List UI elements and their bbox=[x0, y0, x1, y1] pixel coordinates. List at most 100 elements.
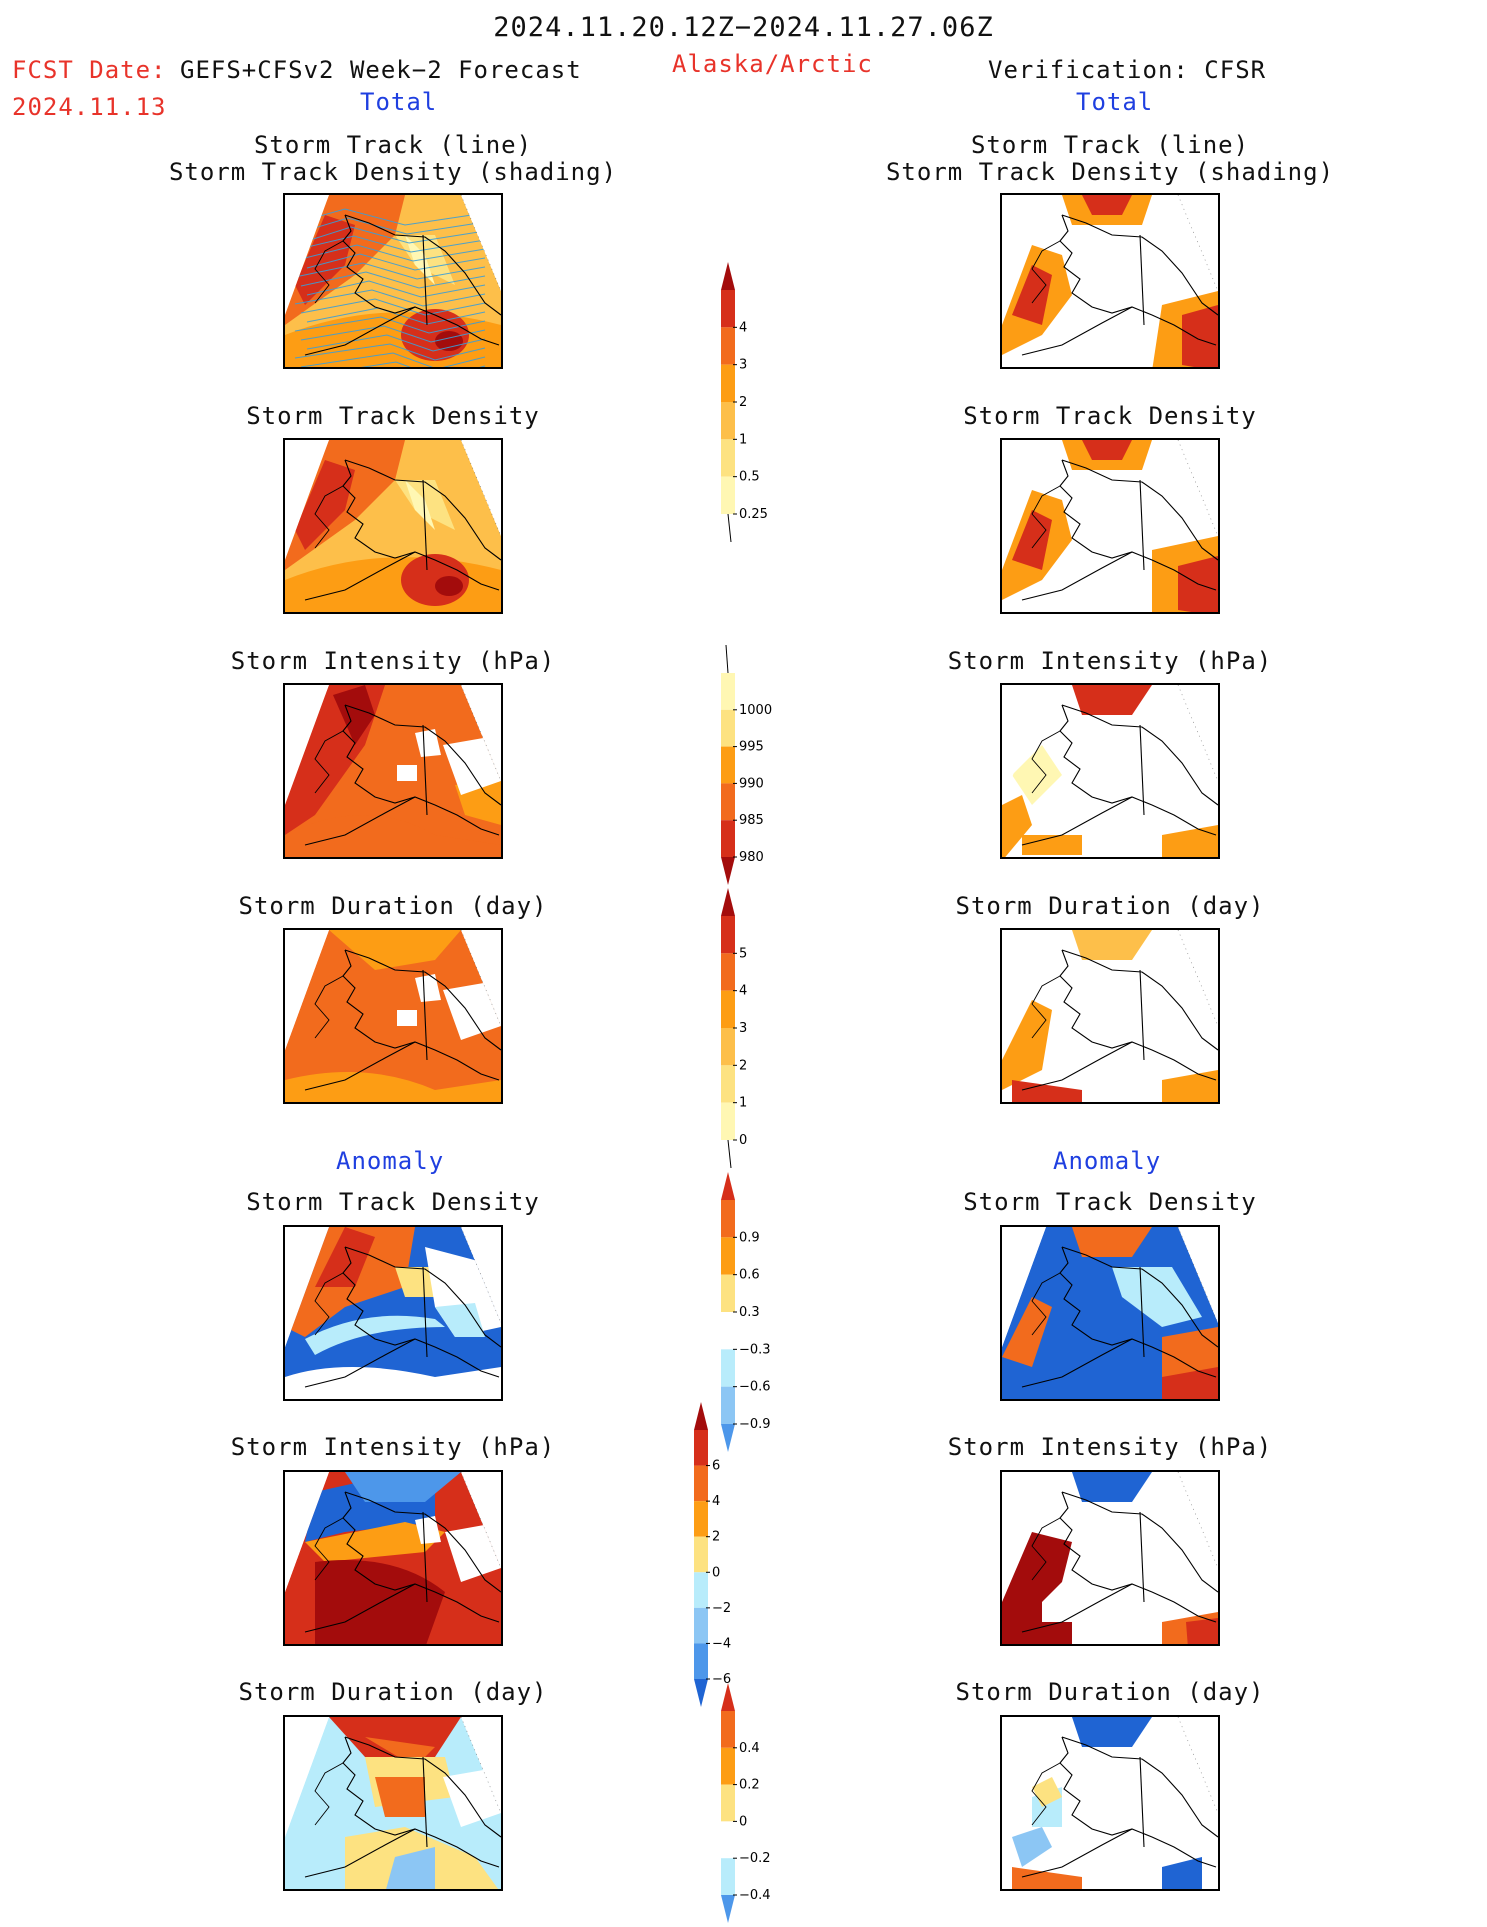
caption-track-density-shading-left: Storm Track Density (shading) bbox=[168, 158, 618, 186]
map-panel-fcst-anom-density bbox=[283, 1225, 503, 1401]
colorbar-svg: 4 3 2 1 0.5 0.25 bbox=[721, 262, 768, 543]
colorbar-segment bbox=[721, 327, 735, 365]
colorbar-segment bbox=[694, 1430, 708, 1466]
colorbar-segment bbox=[721, 1102, 735, 1140]
colorbar-segment bbox=[721, 673, 735, 710]
colorbar-segment bbox=[721, 1274, 735, 1312]
shaded-region bbox=[1072, 1472, 1152, 1502]
colorbar-segment bbox=[721, 439, 735, 477]
colorbar-tick-label: 1000 bbox=[739, 703, 772, 718]
caption-density-right: Storm Track Density bbox=[963, 402, 1257, 430]
caption-track-density-shading-right: Storm Track Density (shading) bbox=[885, 158, 1335, 186]
colorbar-tick-label: −6 bbox=[712, 1672, 731, 1687]
colorbar-top-arrow bbox=[721, 1683, 735, 1711]
region-label: Alaska/Arctic bbox=[672, 50, 873, 78]
map-field bbox=[1002, 1717, 1218, 1889]
colorbar-top-stem bbox=[725, 644, 729, 674]
map-panel-obs-intensity bbox=[1000, 683, 1220, 859]
map-field bbox=[285, 1717, 501, 1889]
colorbar-segment bbox=[694, 1643, 708, 1679]
section-anomaly-right: Anomaly bbox=[1053, 1147, 1162, 1175]
shaded-region bbox=[415, 729, 441, 757]
colorbar-segment bbox=[721, 1821, 735, 1859]
map-panel-fcst-anom-intensity bbox=[283, 1470, 503, 1646]
colorbar-bottom-stem bbox=[727, 513, 732, 543]
map-field bbox=[285, 440, 501, 612]
shaded-region bbox=[295, 460, 355, 550]
shaded-region bbox=[1162, 825, 1218, 857]
colorbar-tick-label: 1 bbox=[739, 1096, 747, 1111]
shaded-region bbox=[1002, 1532, 1072, 1644]
shaded-region bbox=[285, 815, 501, 857]
colorbar-bottom-arrow bbox=[721, 857, 735, 885]
shaded-region bbox=[1012, 1080, 1082, 1102]
map-field bbox=[285, 1227, 501, 1399]
shaded-region bbox=[435, 576, 463, 596]
colorbar-segment bbox=[721, 476, 735, 514]
colorbar-tick-label: −0.4 bbox=[739, 1888, 771, 1903]
shaded-region bbox=[1178, 556, 1218, 612]
colorbar-segment bbox=[721, 709, 735, 747]
map-field bbox=[285, 1472, 501, 1644]
map-field bbox=[285, 930, 501, 1102]
colorbar-tick-label: 1 bbox=[739, 432, 747, 447]
colorbar-segment bbox=[721, 1711, 735, 1748]
colorbar-segment bbox=[694, 1607, 708, 1644]
colorbar-segment bbox=[721, 1065, 735, 1103]
colorbar-segment bbox=[721, 1200, 735, 1238]
colorbar-intensity: 1000 995 990 985 980 bbox=[715, 644, 805, 885]
shaded-region bbox=[395, 1267, 435, 1297]
section-anomaly-left: Anomaly bbox=[336, 1147, 445, 1175]
map-panel-fcst-anom-duration bbox=[283, 1715, 503, 1891]
map-panel-obs-track bbox=[1000, 193, 1220, 369]
colorbar-anom-duration: 0.4 0.2 0 −0.2 −0.4 bbox=[715, 1683, 805, 1923]
colorbar-segment bbox=[721, 820, 735, 857]
caption-density-left: Storm Track Density bbox=[246, 402, 540, 430]
shaded-region bbox=[285, 930, 501, 1102]
shaded-region bbox=[1112, 1267, 1202, 1327]
colorbar-tick-label: 0.25 bbox=[739, 507, 768, 522]
shaded-region bbox=[1072, 1227, 1152, 1257]
section-total-right: Total bbox=[1076, 88, 1154, 116]
shaded-region bbox=[435, 331, 463, 351]
colorbar-segment bbox=[694, 1465, 708, 1502]
map-field bbox=[1002, 1227, 1218, 1399]
map-field bbox=[1002, 685, 1218, 857]
coastline bbox=[304, 704, 501, 846]
coastline bbox=[1021, 459, 1218, 601]
colorbar-tick-label: 980 bbox=[739, 850, 764, 865]
storm-track-lines bbox=[294, 208, 486, 367]
shaded-region bbox=[285, 1367, 501, 1399]
coastline bbox=[304, 214, 501, 356]
shaded-region bbox=[1002, 1472, 1218, 1644]
shaded-region bbox=[1002, 1000, 1052, 1090]
map-panel-obs-anom-density bbox=[1000, 1225, 1220, 1401]
colorbar-density: 4 3 2 1 0.5 0.25 bbox=[715, 262, 805, 543]
colorbar-tick-label: 6 bbox=[712, 1459, 720, 1474]
colorbar-tick-label: 0.6 bbox=[739, 1268, 760, 1283]
colorbar-tick-label: 990 bbox=[739, 776, 764, 791]
colorbar-segment bbox=[721, 1312, 735, 1350]
colorbar-tick-label: 4 bbox=[739, 320, 747, 335]
shaded-region bbox=[397, 765, 417, 781]
shaded-region bbox=[1012, 1867, 1082, 1889]
chart-period-title: 2024.11.20.12Z−2024.11.27.06Z bbox=[493, 12, 994, 43]
map-panel-fcst-duration bbox=[283, 928, 503, 1104]
colorbar-segment bbox=[721, 364, 735, 402]
colorbar-tick-label: 3 bbox=[739, 1021, 747, 1036]
map-panel-obs-density bbox=[1000, 438, 1220, 614]
colorbar-segment bbox=[721, 1237, 735, 1275]
coastline bbox=[304, 949, 501, 1091]
shaded-region bbox=[397, 1010, 417, 1026]
colorbar-tick-label: −0.6 bbox=[739, 1380, 771, 1395]
shaded-region bbox=[1002, 795, 1032, 857]
shaded-region bbox=[305, 1522, 445, 1562]
shaded-region bbox=[1186, 1618, 1218, 1644]
shaded-region bbox=[1162, 1857, 1202, 1889]
coastline bbox=[1021, 1246, 1218, 1388]
shaded-region bbox=[1002, 685, 1218, 857]
shaded-region bbox=[315, 1560, 445, 1644]
colorbar-tick-label: −0.3 bbox=[739, 1342, 771, 1357]
shaded-region bbox=[445, 1522, 501, 1582]
map-field bbox=[285, 685, 501, 857]
